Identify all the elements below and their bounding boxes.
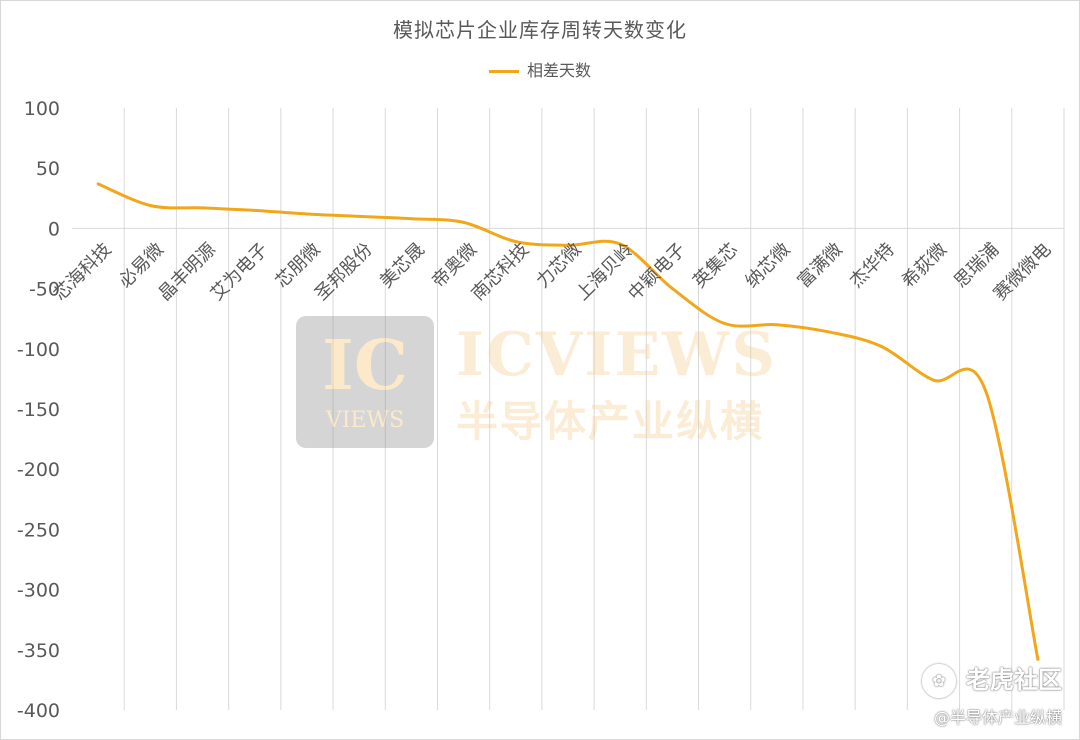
watermark-logo-views: VIEWS	[325, 408, 405, 433]
y-tick-label: -100	[17, 339, 60, 361]
legend-label: 相差天数	[526, 61, 591, 80]
watermark-brand: ICVIEWS	[456, 320, 777, 390]
y-tick-label: 50	[36, 158, 60, 180]
data-point	[253, 208, 257, 212]
y-tick-label: -200	[17, 459, 60, 481]
data-point	[931, 378, 935, 382]
grid-layer	[72, 108, 1065, 710]
x-tick-label: 芯海科技	[50, 239, 116, 305]
x-tick-label: 赛微微电	[990, 239, 1056, 305]
y-tick-label: -150	[17, 399, 60, 421]
data-point	[879, 344, 883, 348]
data-point	[984, 389, 988, 393]
data-point	[775, 323, 779, 327]
y-tick-label: -250	[17, 519, 60, 541]
data-point	[514, 240, 518, 244]
x-tick-label: 希荻微	[898, 239, 951, 292]
watermark-logo-ic: IC	[322, 326, 408, 406]
data-point	[462, 220, 466, 224]
data-point	[409, 217, 413, 221]
data-point	[201, 206, 205, 210]
x-tick-label: 纳芯微	[741, 239, 794, 292]
x-tick-label: 美芯晟	[376, 239, 429, 292]
x-tick-label: 南芯科技	[468, 239, 534, 305]
data-point	[566, 243, 570, 247]
data-point	[305, 212, 309, 216]
series-layer	[96, 182, 1040, 661]
data-point	[148, 204, 152, 208]
y-tick-label: -50	[29, 279, 60, 301]
data-point	[96, 182, 100, 186]
data-point	[670, 287, 674, 291]
x-tick-label: 艾为电子	[207, 239, 273, 305]
legend-swatch	[488, 70, 519, 73]
x-tick-label: 富满微	[794, 239, 847, 292]
y-tick-label: 0	[48, 218, 60, 240]
corner-site: ✿ 老虎社区	[922, 660, 1062, 698]
paw-icon: ✿	[922, 664, 956, 698]
x-tick-label: 英集芯	[689, 239, 742, 292]
data-point	[1036, 657, 1040, 661]
corner-site-label: 老虎社区	[966, 666, 1062, 694]
corner-watermark: ✿ 老虎社区 @半导体产业纵横	[922, 660, 1062, 728]
y-tick-label: 100	[24, 98, 60, 120]
legend: 相差天数	[0, 57, 1080, 81]
data-point	[618, 242, 622, 246]
chart-title: 模拟芯片企业库存周转天数变化	[393, 18, 687, 42]
watermark-logo-box	[296, 316, 434, 448]
y-tick-label: -300	[17, 580, 60, 602]
x-tick-label: 圣邦股份	[311, 239, 377, 305]
y-tick-label: -400	[17, 700, 60, 722]
corner-handle: @半导体产业纵横	[933, 708, 1062, 727]
y-tick-label: -350	[17, 640, 60, 662]
x-tick-label: 杰华特	[846, 239, 899, 292]
watermark-brand-cn: 半导体产业纵横	[456, 397, 765, 446]
data-point	[827, 330, 831, 334]
y-axis-ticks: 100 50 0 -50 -100 -150 -200 -250 -300 -350 -400	[17, 98, 60, 722]
data-point	[723, 322, 727, 326]
watermark: IC VIEWS ICVIEWS 半导体产业纵横	[296, 316, 796, 456]
data-point	[357, 214, 361, 218]
